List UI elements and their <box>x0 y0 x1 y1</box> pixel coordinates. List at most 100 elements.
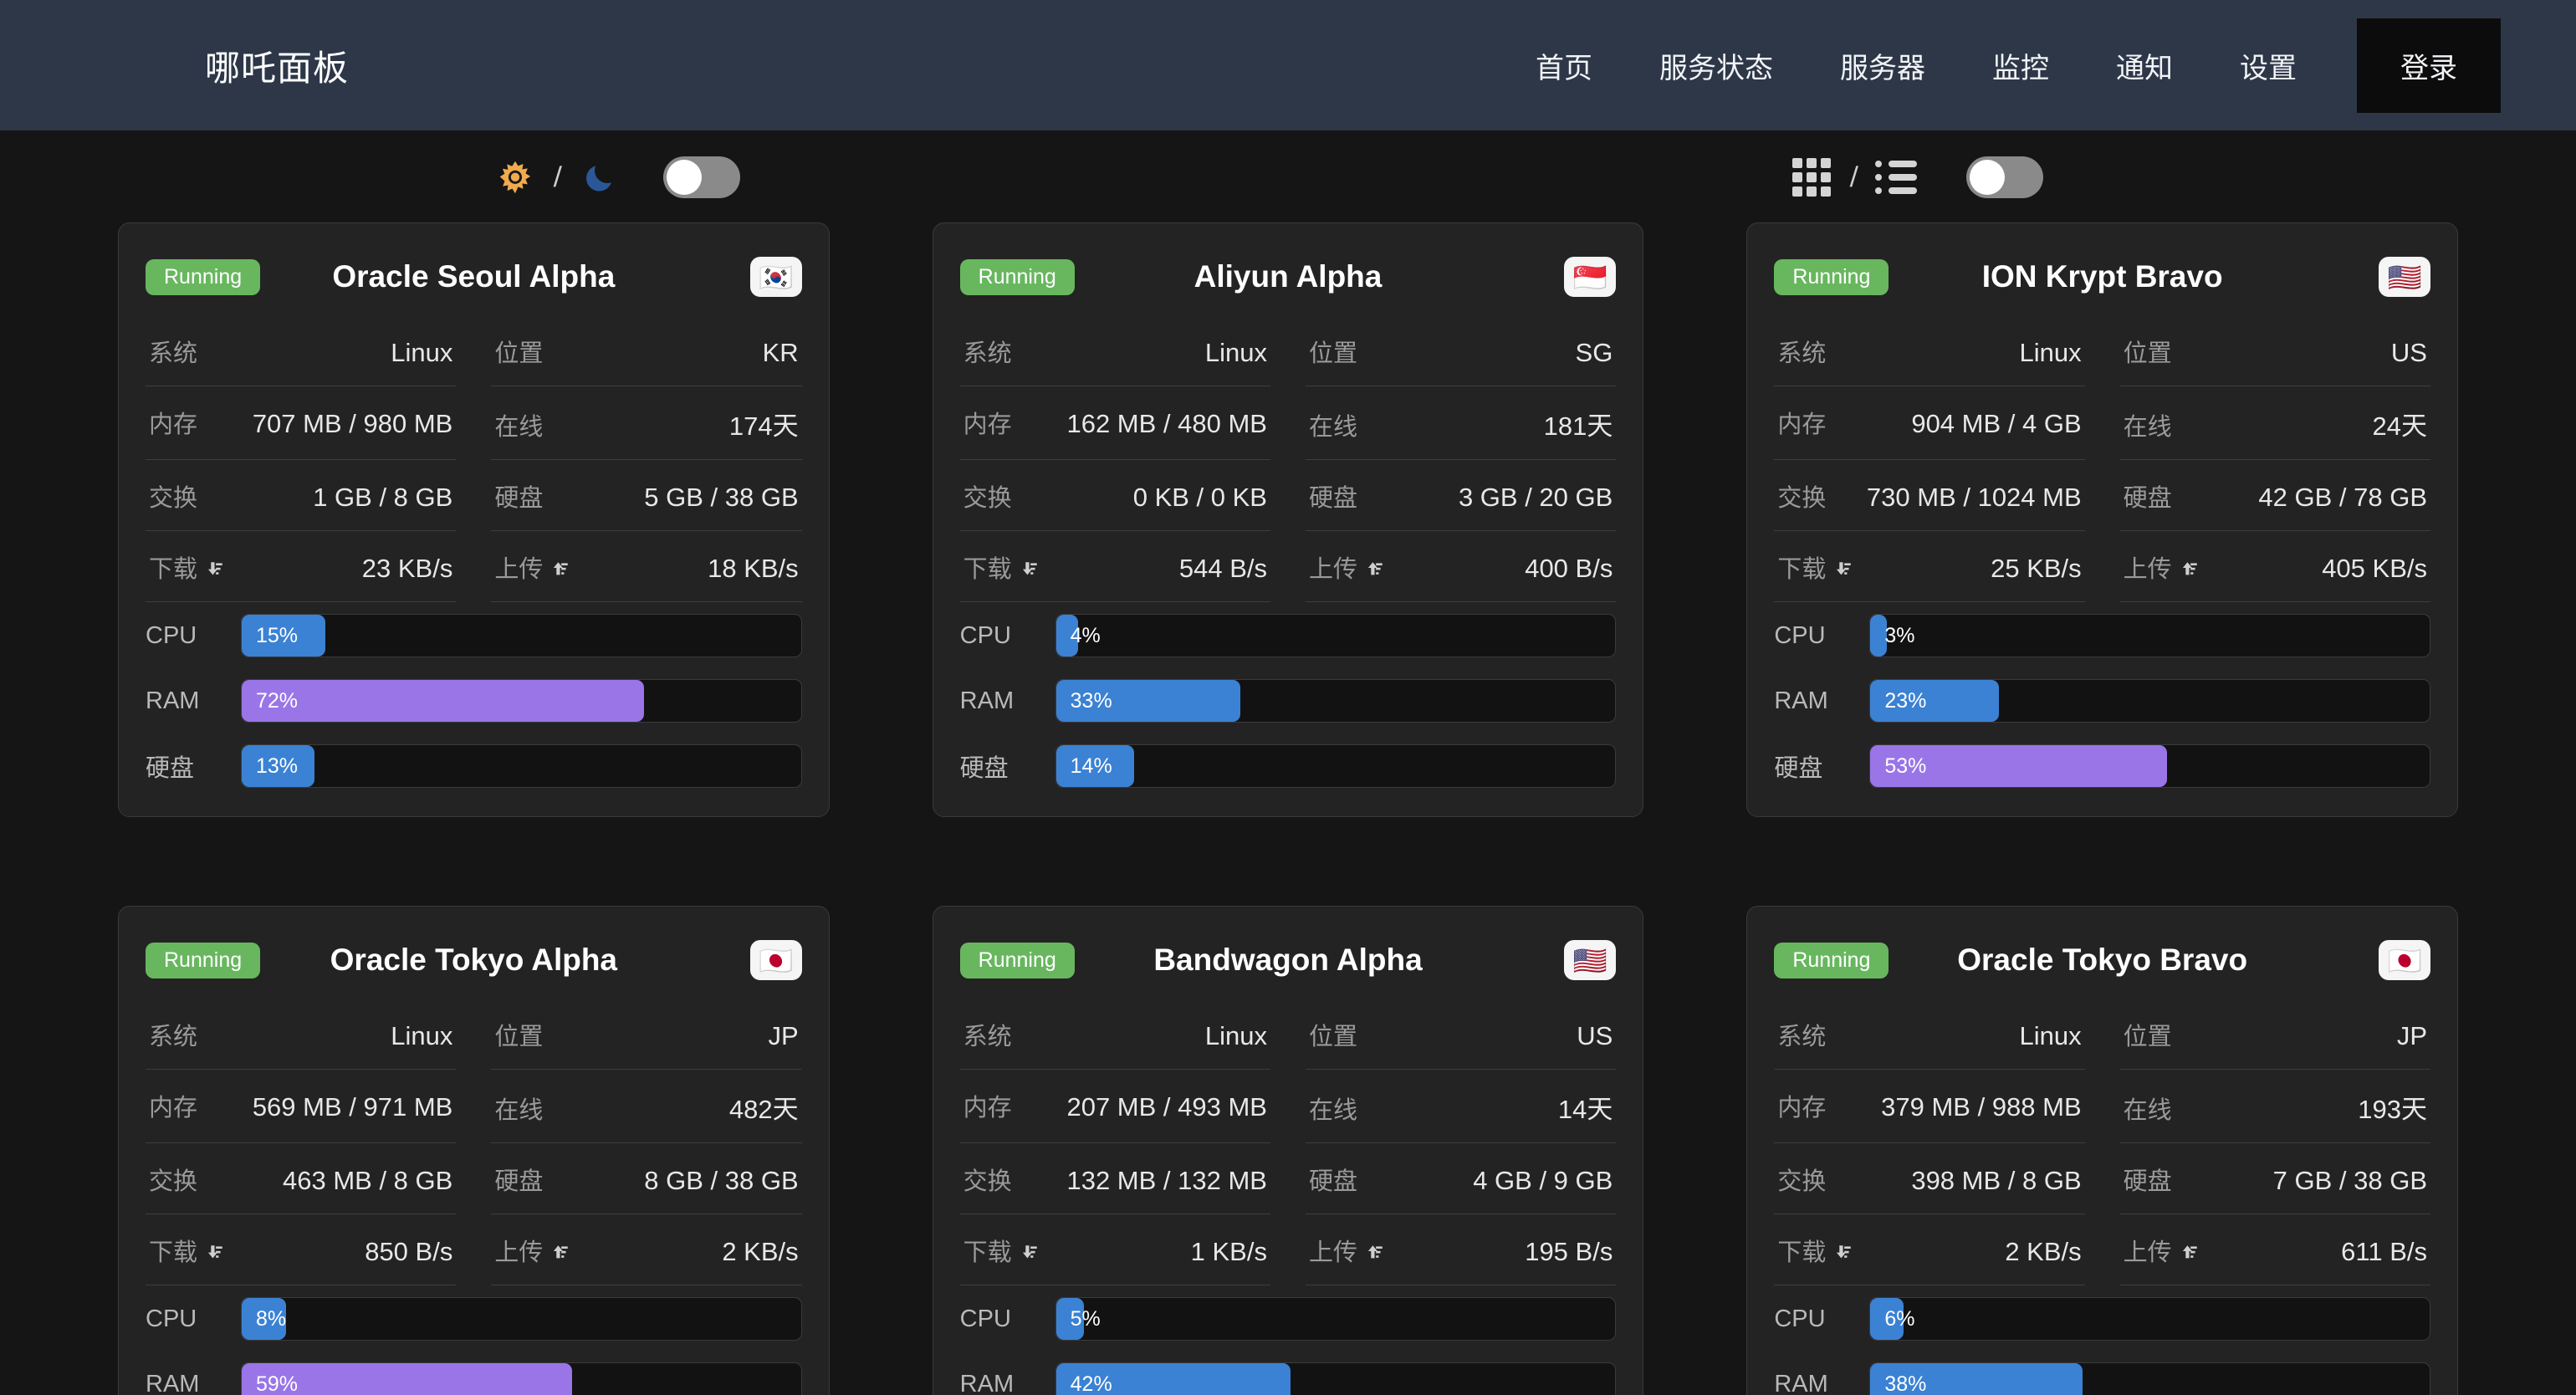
stat-memory-label: 内存 <box>963 1095 1012 1122</box>
disk-bar-row: 硬盘 14% <box>960 744 1617 788</box>
cpu-bar-label: CPU <box>146 621 197 649</box>
stat-memory-value: 707 MB / 980 MB <box>252 409 453 438</box>
moon-icon[interactable] <box>576 154 623 201</box>
stat-location-value: KR <box>762 338 799 367</box>
theme-toggle[interactable] <box>663 156 741 198</box>
theme-toggle-knob <box>667 160 703 195</box>
stat-disk-label: 硬盘 <box>2123 1168 2172 1195</box>
disk-bar-label: 硬盘 <box>1774 755 1823 782</box>
country-flag-icon: 🇯🇵 <box>2379 940 2430 980</box>
cpu-bar-track: 5% <box>1055 1297 1617 1341</box>
stat-upload: 上传 195 B/s <box>1305 1214 1617 1285</box>
login-button[interactable]: 登录 <box>2357 18 2501 113</box>
stat-disk: 硬盘 7 GB / 38 GB <box>2119 1143 2430 1214</box>
stat-upload: 上传 611 B/s <box>2119 1214 2430 1285</box>
stat-download-label: 下载 <box>1777 1233 1853 1268</box>
stat-os-value: Linux <box>391 1021 453 1050</box>
disk-bar-fill: 13% <box>242 745 314 787</box>
stat-os-value: Linux <box>2019 1021 2082 1050</box>
cpu-bar-value: 8% <box>256 1306 287 1331</box>
server-card-4[interactable]: Running Oracle Tokyo Alpha 🇯🇵 系统 Linux 位置… <box>118 906 830 1395</box>
stat-download: 下载 544 B/s <box>959 531 1270 602</box>
stat-swap-label: 交换 <box>149 1168 198 1195</box>
nav-item-notifications[interactable]: 通知 <box>2116 52 2173 84</box>
stat-download: 下载 1 KB/s <box>959 1214 1270 1285</box>
stat-memory: 内存 707 MB / 980 MB <box>146 386 457 460</box>
cpu-bar-fill: 5% <box>1055 1298 1101 1340</box>
server-card-2[interactable]: Running Aliyun Alpha 🇸🇬 系统 Linux 位置 SG 内存 1… <box>932 222 1644 817</box>
usage-bars: CPU 5% RAM 42% 硬盘 44% <box>960 1285 1617 1395</box>
stat-swap-label: 交换 <box>1777 485 1827 512</box>
cpu-bar-row: CPU 6% <box>1774 1297 2430 1341</box>
grid-icon[interactable] <box>1788 154 1835 201</box>
server-card-3[interactable]: Running ION Krypt Bravo 🇺🇸 系统 Linux 位置 US … <box>1746 222 2458 817</box>
cpu-bar-label: CPU <box>959 621 1011 649</box>
ram-bar-label: RAM <box>959 687 1015 714</box>
cpu-bar-track: 6% <box>1869 1297 2430 1341</box>
ram-bar-label: RAM <box>146 1370 200 1395</box>
cpu-bar-label: CPU <box>1774 1305 1826 1332</box>
cpu-bar-track: 3% <box>1869 614 2430 657</box>
ram-bar-row: RAM 72% <box>146 679 802 723</box>
stat-os-label: 系统 <box>149 1024 198 1050</box>
ram-bar-track: 38% <box>1869 1362 2430 1395</box>
stat-uptime-value: 193天 <box>2358 1095 2427 1124</box>
upload-arrow-icon <box>1363 559 1385 580</box>
stat-os-label: 系统 <box>1777 1024 1827 1050</box>
layout-switch-group: / <box>1788 154 2044 201</box>
ram-bar-label: RAM <box>146 687 200 714</box>
upload-arrow-icon <box>2178 1242 2200 1264</box>
list-icon[interactable] <box>1873 154 1919 201</box>
ram-bar-track: 33% <box>1055 679 1617 723</box>
ram-bar-value: 23% <box>1884 688 1927 713</box>
sun-icon[interactable] <box>492 154 539 201</box>
nav-item-service-status[interactable]: 服务状态 <box>1659 52 1773 84</box>
stat-download-value: 1 KB/s <box>1190 1237 1267 1266</box>
server-card-1[interactable]: Running Oracle Seoul Alpha 🇰🇷 系统 Linux 位置… <box>118 222 830 817</box>
stat-os: 系统 Linux <box>959 999 1270 1070</box>
cpu-bar-track: 15% <box>241 614 802 657</box>
server-card-5[interactable]: Running Bandwagon Alpha 🇺🇸 系统 Linux 位置 US … <box>932 906 1644 1395</box>
ram-bar-value: 59% <box>256 1372 299 1395</box>
download-arrow-icon <box>1018 559 1040 580</box>
nav-item-monitor[interactable]: 监控 <box>1992 52 2049 84</box>
stat-download: 下载 2 KB/s <box>1774 1214 2085 1285</box>
stat-location-value: JP <box>2396 1021 2427 1050</box>
nav-item-settings[interactable]: 设置 <box>2240 52 2297 84</box>
nav-links: 首页 服务状态 服务器 监控 通知 设置 登录 <box>1502 18 2501 113</box>
upload-arrow-icon <box>1363 1242 1385 1264</box>
cpu-bar-row: CPU 3% <box>1774 614 2430 657</box>
ram-bar-track: 23% <box>1869 679 2430 723</box>
server-card-6[interactable]: Running Oracle Tokyo Bravo 🇯🇵 系统 Linux 位置… <box>1746 906 2458 1395</box>
cpu-bar-row: CPU 4% <box>960 614 1617 657</box>
stat-uptime: 在线 181天 <box>1305 386 1617 460</box>
stat-download-label: 下载 <box>149 1233 225 1268</box>
stat-uptime-label: 在线 <box>1308 414 1357 441</box>
cpu-bar-fill: 4% <box>1055 615 1101 657</box>
status-badge: Running <box>1774 258 1889 295</box>
stat-download-value: 544 B/s <box>1178 554 1267 583</box>
stat-memory: 内存 904 MB / 4 GB <box>1774 386 2085 460</box>
stat-uptime-label: 在线 <box>2123 414 2172 441</box>
disk-bar-row: 硬盘 53% <box>1774 744 2430 788</box>
stat-disk-value: 42 GB / 78 GB <box>2258 483 2427 512</box>
stat-location-label: 位置 <box>494 1024 544 1050</box>
stat-uptime: 在线 193天 <box>2119 1070 2430 1143</box>
ram-bar-fill: 23% <box>1870 680 2000 722</box>
server-card-grid: Running Oracle Seoul Alpha 🇰🇷 系统 Linux 位置… <box>0 222 2576 1395</box>
stat-download: 下载 25 KB/s <box>1774 531 2085 602</box>
layout-toggle[interactable] <box>1966 156 2044 198</box>
stat-download-value: 850 B/s <box>365 1237 453 1266</box>
stat-location: 位置 JP <box>2119 999 2430 1070</box>
stat-os: 系统 Linux <box>1774 315 2085 386</box>
nav-item-servers[interactable]: 服务器 <box>1840 52 1925 84</box>
disk-bar-track: 53% <box>1869 744 2430 788</box>
nav-item-home[interactable]: 首页 <box>1536 52 1592 84</box>
stat-upload: 上传 2 KB/s <box>491 1214 802 1285</box>
card-header: Running Oracle Tokyo Bravo 🇯🇵 <box>1774 928 2430 999</box>
stat-disk: 硬盘 42 GB / 78 GB <box>2119 460 2430 531</box>
server-stats: 系统 Linux 位置 JP 内存 569 MB / 971 MB 在线 482天 交换… <box>146 999 802 1285</box>
stat-upload-value: 195 B/s <box>1525 1237 1613 1266</box>
stat-upload-value: 405 KB/s <box>2322 554 2427 583</box>
stat-swap-label: 交换 <box>963 485 1012 512</box>
